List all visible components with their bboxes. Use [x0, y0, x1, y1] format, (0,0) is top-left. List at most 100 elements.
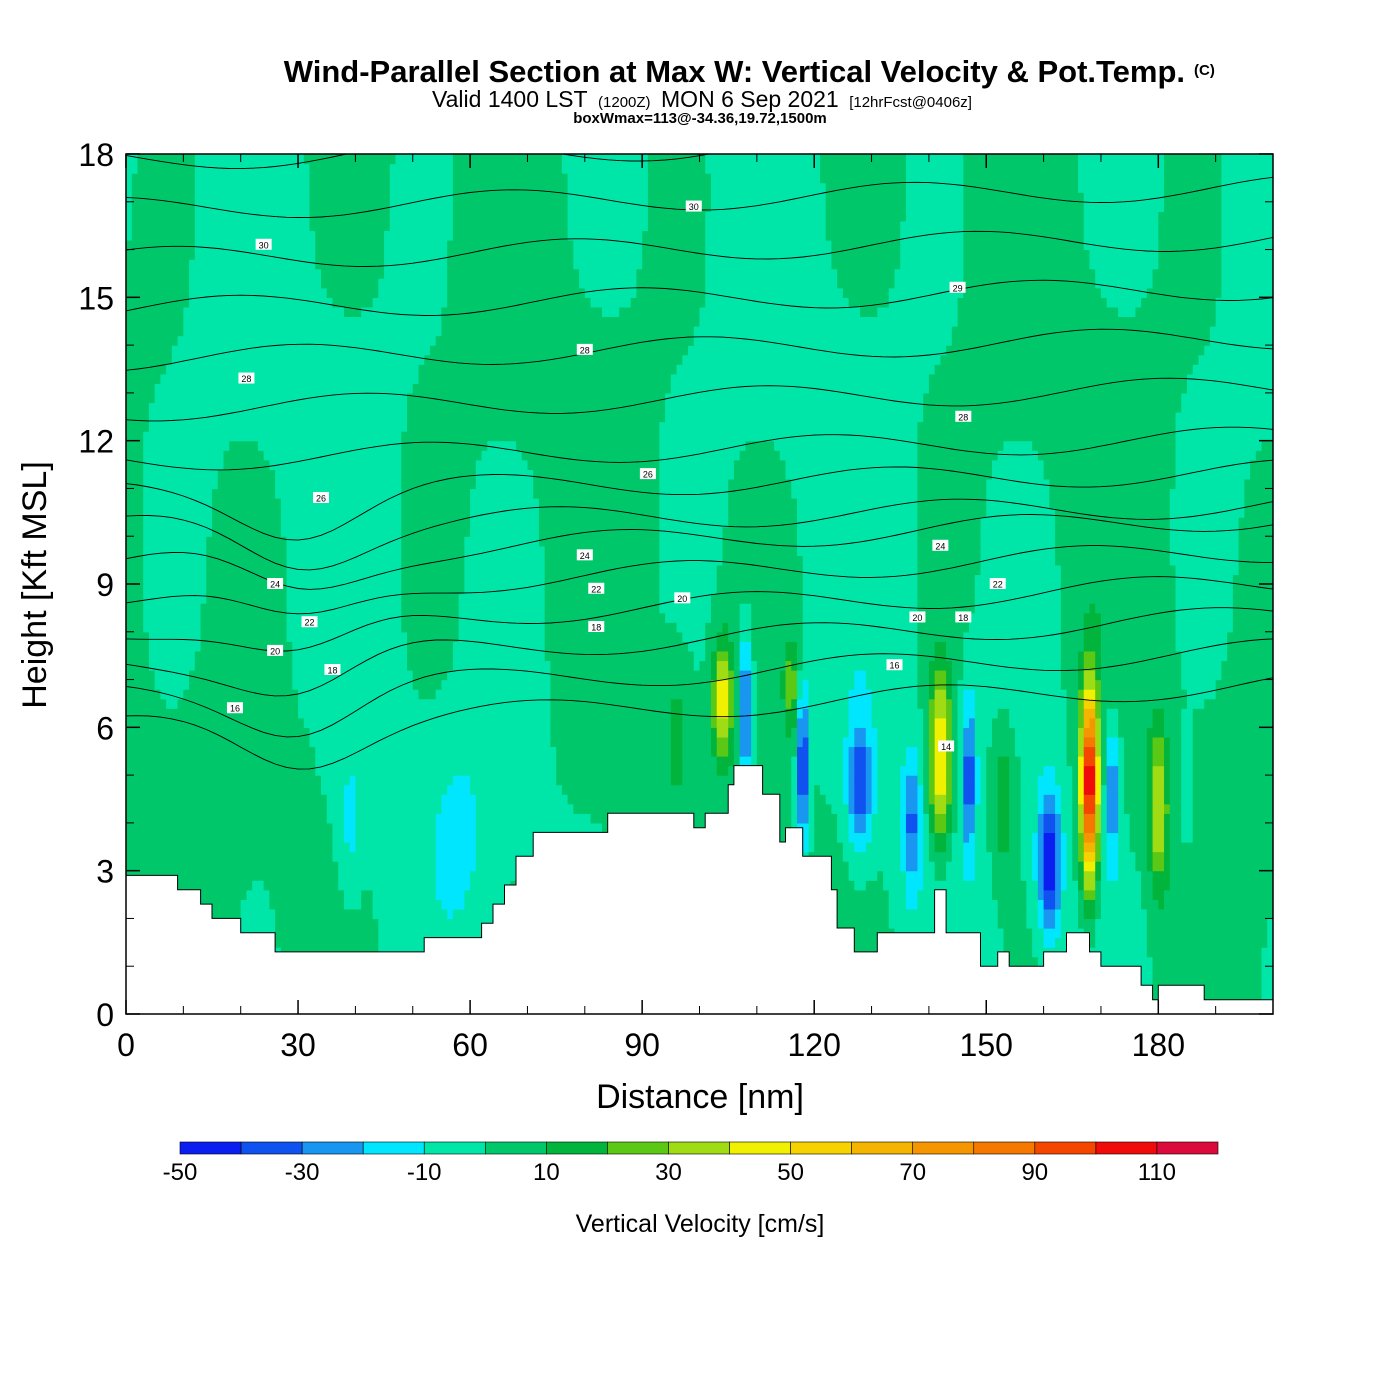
contour-label-box [238, 372, 255, 384]
contour-label-text: 26 [643, 470, 653, 480]
x-tick-label: 180 [1132, 1027, 1185, 1063]
colorbar-swatch [729, 1141, 791, 1155]
colorbar-swatch [668, 1141, 730, 1155]
contour-label-box [949, 281, 966, 293]
subtitle-utc: (1200Z) [598, 94, 651, 111]
contour-label: 20 [267, 644, 284, 656]
contour-label-text: 30 [259, 240, 269, 250]
contour-label-text: 22 [993, 580, 1003, 590]
contour-label: 26 [639, 468, 656, 480]
isentrope-line [126, 545, 1273, 615]
contour-label: 18 [324, 664, 341, 676]
contour-label-text: 18 [327, 666, 337, 676]
contour-label-box [301, 616, 318, 628]
terrain [126, 765, 1273, 1014]
contour-label-box [255, 238, 272, 250]
colorbar-swatch [607, 1141, 669, 1155]
x-axis-title: Distance [nm] [596, 1078, 804, 1116]
colorbar-swatch [1156, 1141, 1219, 1155]
y-axis-title: Height [Kft MSL] [16, 461, 54, 709]
contour-label-box [267, 644, 284, 656]
isentrope-line [126, 514, 1273, 590]
isentrope-line [126, 279, 1273, 316]
isentrope-line [126, 677, 1273, 770]
x-tick-label: 120 [788, 1027, 841, 1063]
colorbar-swatch [240, 1141, 303, 1155]
contour-label: 22 [989, 578, 1006, 590]
axes: 0 30 60 90 120 150 180 0 3 6 9 12 15 18 [78, 137, 1273, 1063]
contour-label-box [267, 578, 284, 589]
colorbar-swatch [423, 1141, 486, 1155]
contour-label-box [674, 592, 691, 604]
contour-label-text: 22 [591, 584, 601, 594]
contour-label-box [932, 539, 949, 551]
contour-label-box [324, 664, 341, 675]
contour-label-text: 24 [935, 541, 945, 551]
contour-label-text: 24 [580, 551, 590, 561]
contour-label-text: 26 [316, 494, 326, 504]
contour-label-text: 20 [677, 594, 687, 604]
x-tick-label: 60 [452, 1027, 488, 1063]
contour-label-box [886, 659, 903, 671]
subtitle-forecast: [12hrFcst@0406z] [849, 94, 972, 111]
contour-label-box [955, 611, 972, 623]
contour-label-text: 20 [912, 613, 922, 623]
contour-label-text: 18 [958, 613, 968, 623]
contour-label-box [938, 740, 955, 752]
contour-label: 22 [588, 582, 605, 594]
colorbar-swatch [362, 1141, 425, 1155]
y-tick-label: 15 [78, 280, 114, 316]
contour-label: 24 [576, 549, 593, 561]
colorbar-label: 30 [655, 1159, 682, 1186]
y-tick-label: 0 [96, 997, 114, 1033]
colorbar-label: 50 [777, 1159, 804, 1186]
contour-label-text: 28 [958, 412, 968, 422]
isentrope-line [126, 576, 1273, 652]
x-tick-label: 90 [624, 1027, 660, 1063]
contour-label-text: 16 [230, 704, 240, 714]
contour-label: 28 [576, 343, 593, 355]
isentrope-line [126, 328, 1273, 371]
contour-label: 22 [301, 616, 318, 628]
colorbar-label: -10 [407, 1159, 442, 1186]
colorbar-title: Vertical Velocity [cm/s] [576, 1210, 825, 1238]
isentrope-line [126, 0, 1273, 14]
contour-label-text: 18 [591, 623, 601, 633]
contour-label-box [639, 468, 656, 480]
contour-label-text: 16 [889, 661, 899, 671]
contour-label: 20 [674, 592, 691, 604]
contour-label: 30 [255, 238, 272, 250]
contour-label-box [576, 549, 593, 561]
contour-label-text: 28 [241, 374, 251, 384]
colorbar: -50 -30 -10 10 30 50 70 90 110 [163, 1141, 1219, 1186]
contour-label-box [909, 611, 926, 623]
colorbar-swatch [973, 1141, 1036, 1155]
contour-label-text: 22 [305, 618, 315, 628]
chart-subtitle: Valid 1400 LST (1200Z) MON 6 Sep 2021 [1… [432, 86, 972, 112]
contour-label: 28 [955, 410, 972, 422]
contour-label: 26 [312, 492, 329, 504]
y-tick-label: 3 [96, 854, 114, 890]
colorbar-swatch [484, 1141, 547, 1155]
x-tick-label: 0 [117, 1027, 135, 1063]
contour-label-box [955, 410, 972, 422]
contour-label-box [226, 702, 243, 714]
chart-title-mark: (C) [1194, 62, 1215, 79]
x-tick-label: 150 [960, 1027, 1013, 1063]
plot-area: 30 30 29 28 28 28 26 26 24 24 24 22 22 22 20 20 20 18 18 18… [126, 0, 1273, 1014]
contour-label-box [989, 578, 1006, 589]
y-tick-label: 9 [96, 567, 114, 603]
colorbar-swatch [851, 1141, 914, 1155]
contour-label-text: 28 [580, 345, 590, 355]
contour-label: 28 [238, 372, 255, 384]
colorbar-label: 10 [533, 1159, 560, 1186]
isentrope-line [126, 607, 1273, 697]
colorbar-label: 110 [1138, 1159, 1176, 1186]
colorbar-swatch [301, 1141, 364, 1155]
y-tick-label: 18 [78, 137, 114, 173]
isentrope-line [126, 459, 1273, 541]
contour-label-text: 29 [953, 283, 963, 293]
isentrope-line [126, 377, 1273, 422]
contour-label: 16 [226, 702, 243, 714]
colorbar-swatch [1095, 1141, 1158, 1155]
